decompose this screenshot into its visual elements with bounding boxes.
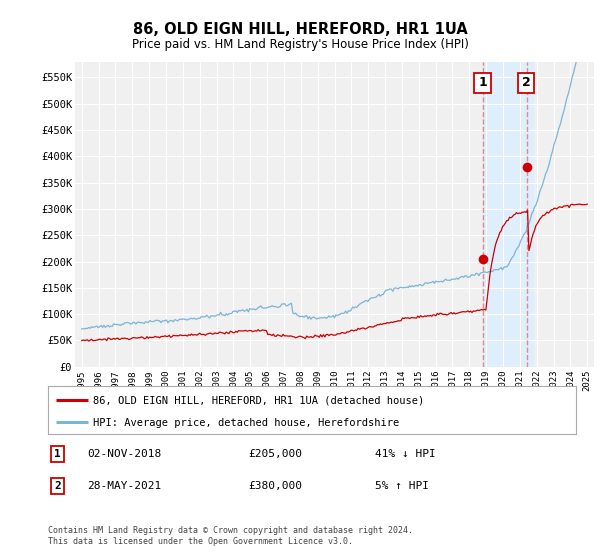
- Text: £205,000: £205,000: [248, 449, 302, 459]
- Text: 5% ↑ HPI: 5% ↑ HPI: [376, 481, 430, 491]
- Text: 41% ↓ HPI: 41% ↓ HPI: [376, 449, 436, 459]
- Text: Contains HM Land Registry data © Crown copyright and database right 2024.
This d: Contains HM Land Registry data © Crown c…: [48, 526, 413, 546]
- Text: 2: 2: [521, 77, 530, 90]
- Text: 1: 1: [55, 449, 61, 459]
- Text: £380,000: £380,000: [248, 481, 302, 491]
- Text: 86, OLD EIGN HILL, HEREFORD, HR1 1UA (detached house): 86, OLD EIGN HILL, HEREFORD, HR1 1UA (de…: [93, 396, 424, 405]
- Text: Price paid vs. HM Land Registry's House Price Index (HPI): Price paid vs. HM Land Registry's House …: [131, 38, 469, 50]
- Text: 86, OLD EIGN HILL, HEREFORD, HR1 1UA: 86, OLD EIGN HILL, HEREFORD, HR1 1UA: [133, 22, 467, 38]
- Bar: [484, 62, 533, 367]
- Text: 1: 1: [478, 77, 487, 90]
- Text: 02-NOV-2018: 02-NOV-2018: [88, 449, 162, 459]
- Text: 2: 2: [55, 481, 61, 491]
- Text: 28-MAY-2021: 28-MAY-2021: [88, 481, 162, 491]
- Text: HPI: Average price, detached house, Herefordshire: HPI: Average price, detached house, Here…: [93, 418, 399, 428]
